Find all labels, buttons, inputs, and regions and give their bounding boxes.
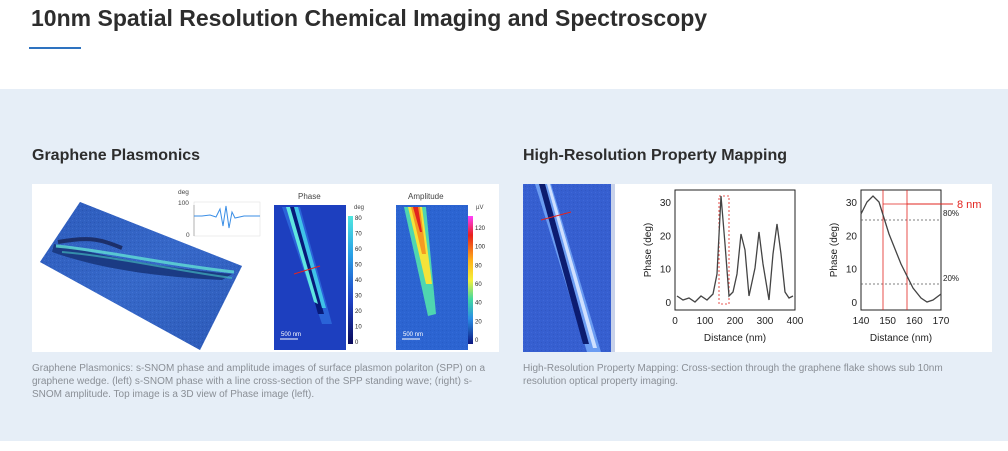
plot1-xtick: 100 (697, 316, 714, 327)
property-mapping-graphic: Phase (deg) Distance (nm) 0 100 200 300 400 … (523, 184, 981, 352)
plot1-xtick: 400 (787, 316, 804, 327)
phase-label: Phase (298, 192, 321, 201)
inset-max-label: 100 (178, 200, 189, 207)
plot1-ytick: 0 (665, 298, 671, 309)
page-title: 10nm Spatial Resolution Chemical Imaging… (31, 5, 708, 31)
inset-min-label: 0 (186, 232, 190, 239)
graphene-plasmonics-graphic: deg 100 0 Phase 500 nm deg 8070605040302… (40, 189, 486, 350)
inset-profile: deg 100 0 (178, 189, 261, 239)
plot1-xtick: 300 (757, 316, 774, 327)
phase-colorbar-tick: 60 (355, 247, 362, 253)
plot1-ytick: 30 (660, 198, 672, 209)
amplitude-colorbar-ticks: 120 100 80 60 40 20 0 (475, 226, 486, 344)
plot2-xtick: 170 (933, 316, 950, 327)
phase-colorbar-tick: 70 (355, 232, 362, 238)
phase-colorbar-tick: 80 (355, 216, 362, 222)
plot2-ref-low: 20% (943, 274, 959, 283)
phase-colorbar-tick: 10 (355, 325, 362, 331)
phase-colorbar-ticks: 80 70 60 50 40 30 20 10 0 (355, 216, 362, 346)
amplitude-colorbar-tick: 120 (475, 226, 486, 232)
title-underline (29, 47, 81, 49)
phase-colorbar-tick: 30 (355, 294, 362, 300)
plot1-xtick: 0 (672, 316, 678, 327)
property-mapping-caption: High-Resolution Property Mapping: Cross-… (523, 363, 943, 387)
property-mapping-figure: Phase (deg) Distance (nm) 0 100 200 300 400 … (523, 184, 992, 352)
amplitude-colorbar-tick: 40 (475, 301, 482, 307)
amplitude-colorbar-tick: 60 (475, 282, 482, 288)
plot1-ytick: 20 (660, 231, 672, 242)
plot2-ytick: 30 (846, 198, 858, 209)
amplitude-image: Amplitude 500 nm µV 120 100 80 60 40 20 0 (396, 192, 486, 350)
phase-colorbar-unit: deg (354, 205, 364, 211)
amplitude-colorbar-tick: 100 (475, 245, 486, 251)
plot2-yticks: 30 20 10 0 (846, 198, 858, 309)
phase-colorbar-tick: 40 (355, 278, 362, 284)
plot1-ylabel: Phase (deg) (643, 223, 654, 277)
graphene-plasmonics-title: Graphene Plasmonics (32, 147, 201, 164)
amplitude-colorbar-tick: 80 (475, 263, 482, 269)
plot2-ytick: 10 (846, 265, 858, 276)
phase-colorbar-tick: 0 (355, 340, 359, 346)
amplitude-scalebar-label: 500 nm (403, 332, 423, 338)
plot2-ylabel: Phase (deg) (829, 223, 840, 277)
zoom-plot: Phase (deg) Distance (nm) 140 150 160 170 3… (829, 189, 981, 344)
plot2-resolution-label: 8 nm (957, 199, 981, 211)
property-mapping-title: High-Resolution Property Mapping (523, 147, 787, 164)
cross-section-plot: Phase (deg) Distance (nm) 0 100 200 300 400 … (643, 189, 804, 344)
phase-colorbar-tick: 50 (355, 263, 362, 269)
phase-image: Phase 500 nm deg 80 70 60 50 40 30 20 10 0 (274, 192, 364, 350)
graphene-plasmonics-figure: deg 100 0 Phase 500 nm deg 80 70 60 50 40 30 2… (32, 184, 499, 352)
phase-colorbar-tick: 20 (355, 309, 362, 315)
plot2-xtick: 140 (853, 316, 870, 327)
plot1-xlabel: Distance (nm) (704, 333, 766, 344)
amplitude-label: Amplitude (408, 192, 444, 201)
inset-unit-label: deg (178, 189, 189, 196)
phase-scalebar-label: 500 nm (281, 332, 301, 338)
amplitude-colorbar-tick: 0 (475, 338, 479, 344)
plot2-xtick: 160 (906, 316, 923, 327)
plot1-ytick: 10 (660, 265, 672, 276)
plot2-xtick: 150 (879, 316, 896, 327)
amplitude-colorbar-tick: 20 (475, 319, 482, 325)
plot1-xtick: 200 (727, 316, 744, 327)
plot2-ref-high: 80% (943, 209, 959, 218)
graphene-plasmonics-caption: Graphene Plasmonics: s-SNOM phase and am… (32, 363, 486, 400)
plot1-xticks: 0 100 200 300 400 (672, 316, 804, 327)
plot2-xlabel: Distance (nm) (870, 333, 932, 344)
amplitude-colorbar-unit: µV (476, 205, 483, 211)
plot1-yticks: 30 20 10 0 (660, 198, 672, 309)
plot2-xticks: 140 150 160 170 (853, 316, 950, 327)
plot2-ytick: 20 (846, 231, 858, 242)
nearfield-image (523, 184, 615, 352)
plot2-ytick: 0 (851, 298, 857, 309)
surface-3d-view (40, 202, 242, 350)
